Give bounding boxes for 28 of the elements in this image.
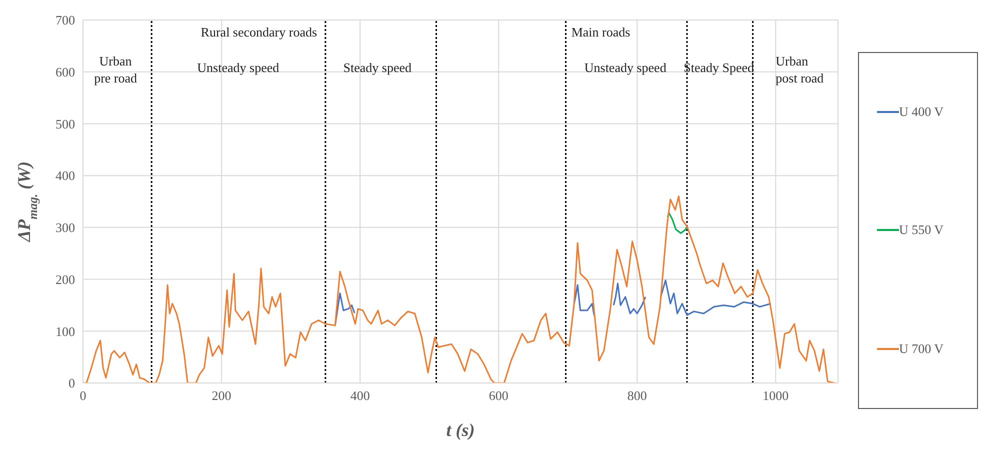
x-tick-label: 800 bbox=[627, 388, 647, 404]
x-tick-label: 1000 bbox=[762, 388, 789, 404]
line-series bbox=[83, 196, 836, 383]
annotation: Unsteady speed bbox=[584, 60, 667, 75]
legend-label: U 700 V bbox=[899, 340, 944, 357]
legend-label: U 400 V bbox=[899, 104, 944, 120]
x-tick-label: 400 bbox=[350, 388, 370, 404]
annotation: Unsteady speed bbox=[197, 60, 280, 75]
y-tick-label: 200 bbox=[56, 272, 75, 287]
y-tick-label: 600 bbox=[56, 64, 75, 80]
line-series bbox=[666, 212, 688, 234]
x-tick-label: 0 bbox=[80, 388, 86, 404]
legend-label: U 550 V bbox=[899, 222, 944, 238]
x-axis-title: t (s) bbox=[446, 420, 475, 440]
y-tick-label: 0 bbox=[68, 376, 75, 391]
y-tick-label: 300 bbox=[56, 220, 75, 236]
annotation: Main roads bbox=[571, 24, 630, 40]
x-tick-label: 200 bbox=[212, 388, 232, 404]
annotation: Steady Speed bbox=[684, 60, 755, 75]
y-tick-label: 500 bbox=[56, 116, 75, 132]
annotation: Rural secondary roads bbox=[200, 24, 318, 40]
annotation: Urban pre road bbox=[94, 54, 138, 86]
y-tick-label: 100 bbox=[56, 324, 75, 339]
annotation: Steady speed bbox=[343, 60, 412, 75]
x-tick-label: 600 bbox=[488, 388, 508, 404]
y-tick-label: 400 bbox=[56, 168, 75, 184]
y-tick-label: 700 bbox=[56, 12, 75, 28]
annotation: Urban post road bbox=[776, 54, 824, 86]
